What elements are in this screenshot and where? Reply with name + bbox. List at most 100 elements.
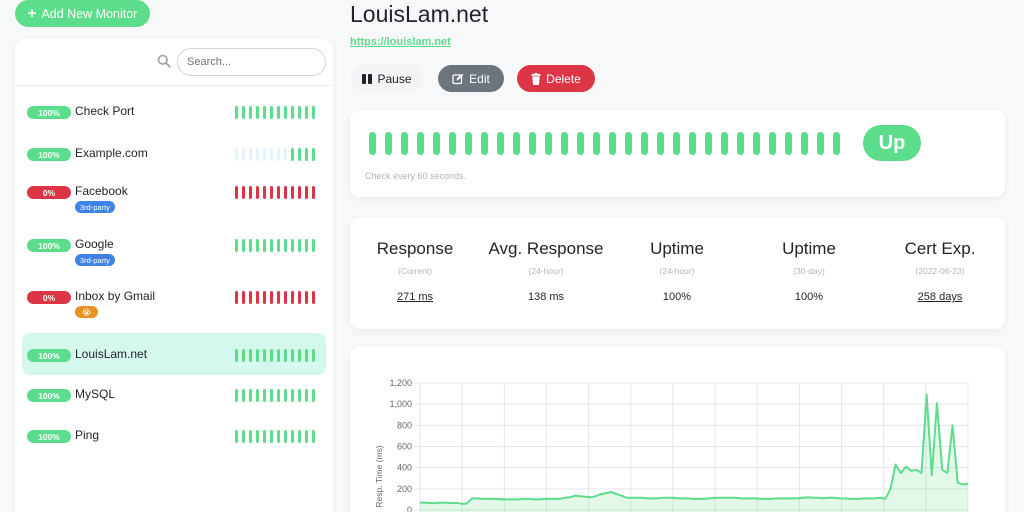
monitor-url-link[interactable]: https://louislam.net: [350, 36, 451, 48]
stat-value[interactable]: 258 days: [917, 291, 963, 303]
beat: [235, 291, 238, 304]
beat: [513, 132, 520, 155]
beat: [270, 291, 273, 304]
beat: [249, 106, 252, 119]
beat: [291, 239, 294, 252]
beat: [305, 186, 308, 199]
monitor-name: Example.com: [75, 146, 148, 160]
beat: [298, 148, 301, 161]
uptime-badge: 100%: [27, 349, 71, 362]
stat-value: 138 ms: [527, 291, 565, 303]
beat: [284, 430, 287, 443]
beat: [673, 132, 680, 155]
response-time-chart-card: 0 200 400 600 800 1,000 1,200 Resp. Time (ms): [350, 347, 1005, 512]
uptime-badge: 0%: [27, 291, 71, 304]
response-time-chart: 0 200 400 600 800 1,000 1,200 Resp. Time (ms): [374, 378, 969, 512]
heartbeat-bar: [369, 132, 840, 155]
heartbeat-mini-bar: [235, 430, 315, 443]
beat: [449, 132, 456, 155]
stat-cert-exp: Cert Exp. (2022-06-23) 258 days: [875, 239, 1005, 303]
beat: [249, 148, 252, 161]
monitor-name: Ping: [75, 428, 100, 442]
delete-button[interactable]: Delete: [517, 65, 595, 92]
beat: [305, 389, 308, 402]
stat-title: Cert Exp.: [904, 239, 976, 258]
beat: [242, 148, 245, 161]
beat: [284, 349, 287, 362]
beat: [641, 132, 648, 155]
stat-response: Response (Current) 271 ms: [350, 239, 480, 303]
stat-value: 100%: [794, 291, 824, 303]
beat: [801, 132, 808, 155]
monitor-list-item[interactable]: 100% Ping: [22, 416, 326, 454]
search-input[interactable]: [177, 48, 326, 76]
edit-button[interactable]: Edit: [438, 65, 504, 92]
response-time-area: [420, 394, 968, 512]
beat: [270, 430, 273, 443]
beat: [305, 148, 308, 161]
beat: [401, 132, 408, 155]
beat: [277, 349, 280, 362]
beat: [235, 186, 238, 199]
beat: [417, 132, 424, 155]
beat: [298, 186, 301, 199]
beat: [263, 291, 266, 304]
beat: [235, 106, 238, 119]
beat: [235, 430, 238, 443]
beat: [298, 291, 301, 304]
heartbeat-mini-bar: [235, 186, 315, 199]
monitor-name: Inbox by Gmail: [75, 289, 156, 303]
beat: [312, 291, 315, 304]
beat: [312, 106, 315, 119]
monitor-list-item[interactable]: 100% LouisLam.net: [22, 333, 326, 375]
monitor-list-item[interactable]: 100% Google 3rd-party: [22, 228, 326, 276]
beat: [249, 349, 252, 362]
beat: [270, 389, 273, 402]
monitor-list-item[interactable]: 100% Check Port: [22, 92, 326, 130]
y-tick-label: 400: [397, 463, 412, 473]
beat: [249, 389, 252, 402]
stat-value[interactable]: 271 ms: [396, 291, 434, 303]
beat: [545, 132, 552, 155]
beat: [263, 349, 266, 362]
y-tick-label: 200: [397, 484, 412, 494]
stat-avg-response: Avg. Response (24-hour) 138 ms: [481, 239, 611, 303]
beat: [270, 349, 273, 362]
monitor-list-item[interactable]: 0% Inbox by Gmail 😭: [22, 280, 326, 328]
stats-card: Response (Current) 271 ms Avg. Response …: [350, 217, 1005, 329]
beat: [291, 389, 294, 402]
beat: [298, 349, 301, 362]
monitor-list-item[interactable]: 0% Facebook 3rd-party: [22, 175, 326, 223]
beat: [291, 430, 294, 443]
beat: [769, 132, 776, 155]
add-new-monitor-button[interactable]: + Add New Monitor: [15, 0, 150, 27]
beat: [577, 132, 584, 155]
beat: [529, 132, 536, 155]
heartbeat-mini-bar: [235, 291, 315, 304]
beat: [270, 239, 273, 252]
stat-uptime-24h: Uptime (24-hour) 100%: [612, 239, 742, 303]
add-new-monitor-label: Add New Monitor: [41, 6, 138, 21]
monitor-name: MySQL: [75, 387, 116, 401]
pause-button[interactable]: Pause: [351, 65, 423, 92]
beat: [753, 132, 760, 155]
beat: [284, 239, 287, 252]
monitor-title: LouisLam.net: [350, 1, 489, 27]
monitor-name: Google: [75, 237, 114, 251]
beat: [256, 239, 259, 252]
beat: [305, 239, 308, 252]
beat: [256, 430, 259, 443]
plus-icon: +: [27, 5, 37, 22]
beat: [312, 349, 315, 362]
heartbeat-card: Up Check every 60 seconds.: [350, 110, 1005, 197]
beat: [385, 132, 392, 155]
beat: [312, 186, 315, 199]
beat: [284, 186, 287, 199]
monitor-tag: 3rd-party: [75, 254, 116, 266]
monitor-list-item[interactable]: 100% MySQL: [22, 375, 326, 413]
monitor-list-item[interactable]: 100% Example.com: [22, 134, 326, 172]
beat: [298, 430, 301, 443]
beat: [312, 430, 315, 443]
uptime-badge: 100%: [27, 106, 71, 119]
beat: [249, 430, 252, 443]
